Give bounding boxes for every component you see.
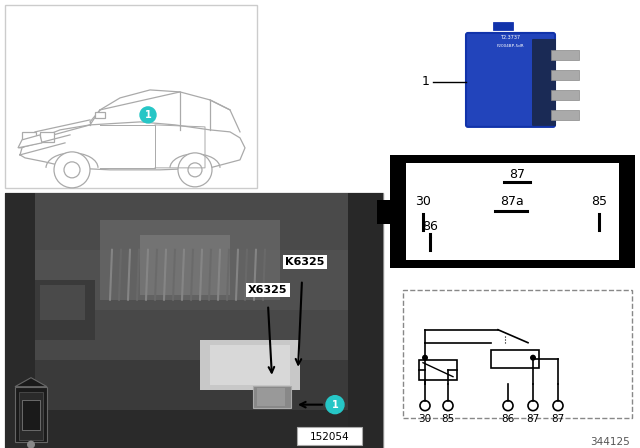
Circle shape (422, 355, 428, 361)
Bar (5, 409, 383, 448)
Bar (5, 193, 35, 448)
Circle shape (503, 401, 513, 411)
Bar (15, 387, 47, 442)
FancyBboxPatch shape (532, 39, 556, 126)
Bar (551, 70, 579, 80)
Bar (40, 285, 85, 320)
Bar (403, 290, 632, 418)
Text: K6325: K6325 (285, 257, 324, 267)
Bar (419, 360, 457, 379)
Text: 152054: 152054 (310, 431, 350, 442)
Polygon shape (15, 378, 47, 387)
Bar (5, 5, 257, 188)
Text: 87: 87 (509, 168, 525, 181)
Bar (257, 388, 285, 405)
Text: 86: 86 (422, 220, 438, 233)
Bar (210, 345, 290, 385)
Text: 87a: 87a (500, 195, 524, 208)
Circle shape (528, 401, 538, 411)
Text: 344125: 344125 (590, 437, 630, 447)
Text: 86: 86 (501, 414, 515, 424)
Circle shape (420, 401, 430, 411)
Bar (140, 235, 230, 295)
Bar (253, 386, 291, 408)
Bar (551, 110, 579, 120)
Bar (551, 90, 579, 100)
Circle shape (443, 401, 453, 411)
Bar (35, 280, 95, 340)
Circle shape (326, 396, 344, 414)
Circle shape (140, 107, 156, 123)
FancyBboxPatch shape (466, 33, 555, 127)
Bar (428, 10, 593, 148)
Text: 87: 87 (552, 414, 564, 424)
Circle shape (178, 153, 212, 187)
Bar (406, 163, 619, 260)
Bar (200, 340, 300, 390)
Circle shape (553, 401, 563, 411)
Text: 85: 85 (442, 414, 454, 424)
Bar (377, 200, 391, 224)
Bar (22, 132, 36, 142)
Bar (100, 220, 280, 300)
Polygon shape (18, 135, 42, 148)
Bar (297, 426, 362, 444)
Bar (621, 163, 635, 187)
Text: 1: 1 (332, 400, 339, 409)
Text: 1: 1 (422, 75, 430, 88)
Bar (5, 360, 383, 409)
Circle shape (54, 152, 90, 188)
Bar (348, 193, 383, 448)
Bar (95, 112, 105, 118)
Bar (19, 392, 43, 439)
Bar (551, 50, 579, 60)
Bar (493, 22, 513, 30)
Text: 85: 85 (591, 195, 607, 208)
Text: F2004BP-5dR: F2004BP-5dR (496, 44, 524, 48)
Bar (5, 193, 383, 250)
Bar (491, 350, 539, 368)
Text: 30: 30 (415, 195, 431, 208)
Bar (5, 193, 383, 448)
Circle shape (530, 355, 536, 361)
Text: 1: 1 (145, 110, 152, 120)
Text: T2.3737: T2.3737 (500, 35, 520, 40)
Circle shape (27, 441, 35, 448)
Bar (40, 132, 54, 142)
Text: 30: 30 (419, 414, 431, 424)
Bar (5, 310, 383, 360)
Bar (5, 250, 383, 310)
Bar (621, 236, 635, 260)
Text: X6325: X6325 (248, 285, 287, 295)
Text: 87: 87 (526, 414, 540, 424)
Bar (22, 400, 40, 430)
Bar (390, 155, 635, 268)
